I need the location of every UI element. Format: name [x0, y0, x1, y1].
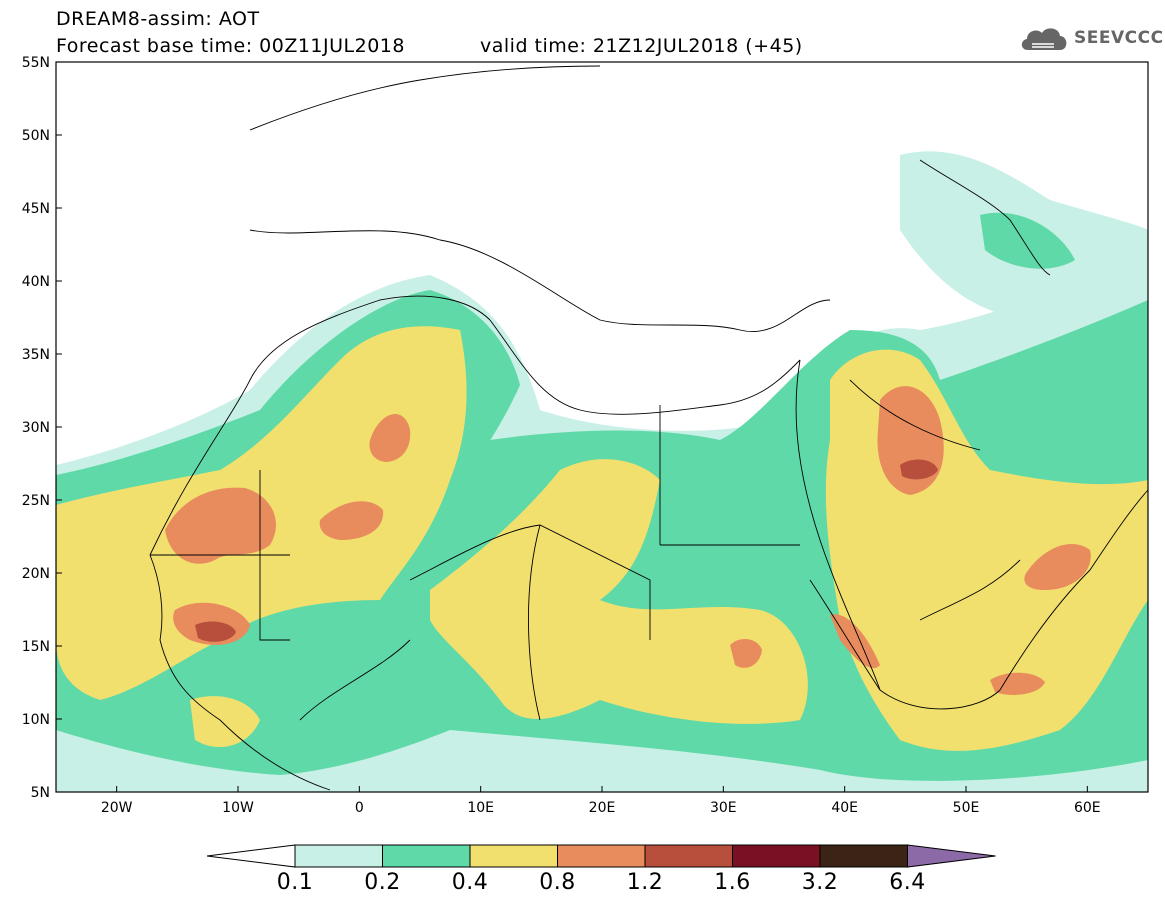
- contour-0.8-c: [319, 501, 384, 540]
- lon-tick-label: 50E: [953, 800, 980, 816]
- colorbar-swatch: [644, 844, 733, 868]
- contour-1.2-b: [900, 459, 938, 480]
- lat-tick-label: 25N: [22, 493, 50, 509]
- colorbar-swatch: [557, 844, 646, 868]
- colorbar-level-label: 0.2: [364, 870, 401, 895]
- colorbar-level-label: 3.2: [801, 870, 839, 895]
- lon-tick-label: 20W: [101, 800, 133, 816]
- lon-tick-label: 20E: [589, 800, 616, 816]
- colorbar-low-extend: [206, 844, 296, 868]
- cloud-icon: [1021, 28, 1067, 50]
- valid-time: valid time: 21Z12JUL2018 (+45): [480, 35, 803, 57]
- contour-0.8-g: [730, 638, 762, 668]
- colorbar-high-extend: [907, 844, 996, 868]
- colorbar-swatch: [294, 844, 383, 868]
- colorbar-swatch: [819, 844, 908, 868]
- lat-tick-label: 50N: [22, 128, 50, 144]
- colorbar: [206, 844, 996, 868]
- lon-tick-label: 60E: [1074, 800, 1101, 816]
- lat-tick-label: 5N: [31, 785, 50, 801]
- colorbar-swatch: [382, 844, 471, 868]
- colorbar-level-label: 1.2: [626, 870, 664, 895]
- colorbar-level-label: 0.1: [276, 870, 314, 895]
- contour-0.4-sahel: [190, 696, 260, 748]
- seevccc-logo: SEEVCCC: [1018, 24, 1163, 54]
- lat-tick-label: 45N: [22, 201, 50, 217]
- lat-tick-label: 30N: [22, 420, 50, 436]
- colorbar-swatch: [469, 844, 558, 868]
- contour-0.4-central: [430, 459, 808, 724]
- lon-tick-label: 0: [355, 800, 364, 816]
- map-title: DREAM8-assim: AOT: [56, 8, 260, 30]
- colorbar-level-label: 0.4: [451, 870, 489, 895]
- colorbar-level-label: 6.4: [889, 870, 926, 895]
- lon-tick-label: 10W: [222, 800, 254, 816]
- lon-tick-label: 10E: [467, 800, 494, 816]
- contour-0.8-b: [165, 487, 276, 564]
- lat-tick-label: 55N: [22, 55, 50, 71]
- longitude-axis: 20W 10W 0 10E 20E 30E 40E 50E 60E: [101, 786, 1101, 816]
- forecast-base-time: Forecast base time: 00Z11JUL2018: [56, 35, 405, 57]
- logo-text: SEEVCCC: [1074, 28, 1164, 48]
- lat-tick-label: 40N: [22, 274, 50, 290]
- contour-0.2-caspian: [980, 212, 1075, 269]
- colorbar-level-label: 0.8: [539, 870, 576, 895]
- lat-tick-label: 10N: [22, 712, 50, 728]
- lon-tick-label: 30E: [710, 800, 737, 816]
- latitude-axis: 55N 50N 45N 40N 35N 30N 25N 20N 15N 10N 5N: [22, 55, 62, 801]
- colorbar-swatch: [732, 844, 821, 868]
- contour-0.8-i: [830, 614, 880, 669]
- contour-0.8-a: [369, 413, 411, 462]
- lat-tick-label: 20N: [22, 566, 50, 582]
- coastlines: [149, 65, 1148, 791]
- lon-tick-label: 40E: [831, 800, 858, 816]
- contour-1.2-a: [195, 621, 236, 642]
- aot-contours: [56, 62, 1148, 792]
- lat-tick-label: 35N: [22, 347, 50, 363]
- colorbar-level-label: 1.6: [714, 870, 751, 895]
- contour-0.8-h: [990, 672, 1045, 695]
- contour-0.8-f: [1024, 544, 1091, 590]
- lat-tick-label: 15N: [22, 639, 50, 655]
